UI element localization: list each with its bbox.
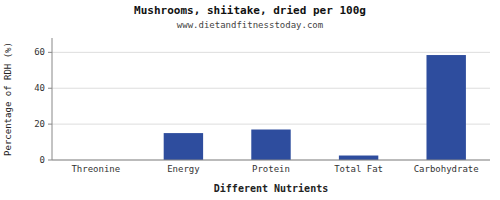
y-tick-label: 0 xyxy=(40,155,45,165)
bar xyxy=(339,156,378,160)
y-axis-label: Percentage of RDH (%) xyxy=(3,42,13,156)
y-tick-label: 20 xyxy=(34,119,45,129)
x-axis-label: Different Nutrients xyxy=(214,183,328,194)
title: Mushrooms, shiitake, dried per 100g xyxy=(134,4,366,17)
grid-line xyxy=(52,124,490,125)
bars xyxy=(164,55,466,160)
x-tick-label: Threonine xyxy=(71,164,120,174)
x-tick-label: Carbohydrate xyxy=(414,164,479,174)
grid-line xyxy=(52,52,490,53)
y-tick xyxy=(48,88,52,89)
x-tick-label: Energy xyxy=(167,164,200,174)
chart: 0 20 40 60 Threonine Energy Protein Total Fat Ca… xyxy=(0,0,500,200)
x-tick-label: Protein xyxy=(252,164,290,174)
y-tick xyxy=(48,52,52,53)
grid-line xyxy=(52,160,490,161)
chart-container: 0 20 40 60 Threonine Energy Protein Total Fat Ca… xyxy=(0,0,500,200)
x-tick-label: Total Fat xyxy=(334,164,383,174)
y-axis xyxy=(52,38,53,160)
bar xyxy=(164,133,203,160)
grid-line xyxy=(52,88,490,89)
y-tick-label: 60 xyxy=(34,47,45,57)
grid xyxy=(52,52,490,160)
bar xyxy=(426,55,465,160)
bar xyxy=(251,130,290,161)
y-tick xyxy=(48,124,52,125)
subtitle: www.dietandfitnesstoday.com xyxy=(177,20,323,30)
y-tick-label: 40 xyxy=(34,83,45,93)
y-tick xyxy=(48,160,52,161)
x-axis xyxy=(52,160,490,161)
